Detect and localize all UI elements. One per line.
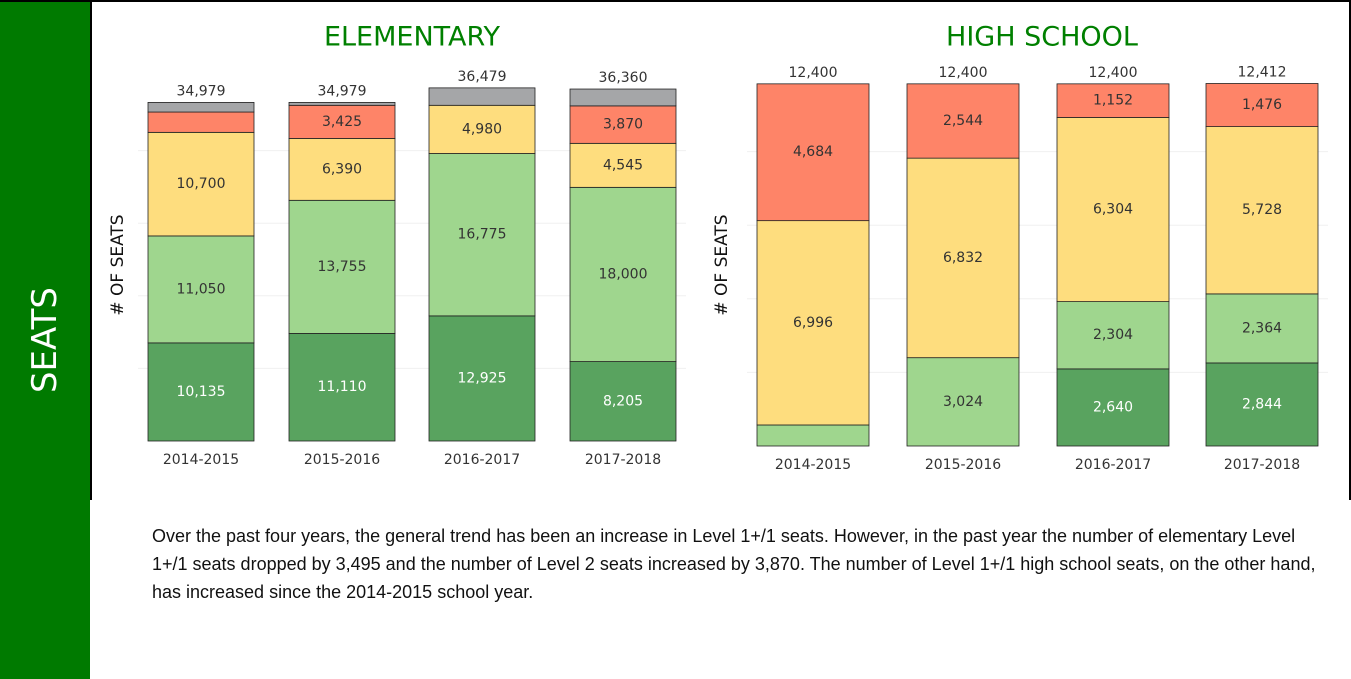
total-label: 36,360: [599, 70, 648, 86]
value-label: 2,304: [1093, 327, 1133, 343]
bar-segment: [1205, 126, 1319, 295]
value-label: 2,364: [1242, 320, 1282, 336]
value-label: 6,304: [1093, 202, 1133, 218]
value-label: 11,050: [177, 281, 226, 297]
value-label: 1,476: [1242, 97, 1282, 113]
chart-title: HIGH SCHOOL: [946, 22, 1138, 53]
bar-segment: [288, 199, 396, 334]
value-label: 13,755: [318, 259, 367, 275]
bar-segment: [428, 315, 536, 442]
bar-segment: [288, 102, 396, 106]
value-label: 3,024: [943, 394, 983, 410]
bar-segment: [569, 142, 677, 188]
value-label: 6,832: [943, 250, 983, 266]
bar-segment: [1205, 83, 1319, 127]
bar-segment: [756, 424, 870, 447]
bar-segment: [1056, 83, 1170, 118]
bar-segment: [1056, 368, 1170, 447]
bar-segment: [1056, 117, 1170, 303]
y-axis-label: # OF SEATS: [712, 214, 732, 315]
bar-segment: [906, 357, 1020, 447]
bar-segment: [147, 235, 255, 344]
x-tick-label: 2014-2015: [775, 457, 851, 473]
bar-segment: [428, 104, 536, 154]
bar-segment: [1205, 362, 1319, 447]
bar-segment: [288, 333, 396, 442]
value-label: 3,870: [603, 117, 643, 133]
total-label: 12,400: [789, 65, 838, 81]
bar-segment: [1205, 293, 1319, 364]
x-tick-label: 2015-2016: [925, 457, 1001, 473]
value-label: 3,425: [322, 114, 362, 130]
paragraph: Over the past four years, the general tr…: [152, 526, 1316, 602]
sidebar: SEATS: [0, 0, 90, 679]
total-label: 34,979: [177, 83, 226, 99]
bar-segment: [288, 104, 396, 139]
value-label: 2,640: [1093, 399, 1133, 415]
value-label: 6,390: [322, 161, 362, 177]
bar-segment: [1056, 301, 1170, 370]
value-label: 1,152: [1093, 93, 1133, 109]
charts: ELEMENTARY # OF SEATS 10,135 11,050 10,700 34…: [0, 0, 1351, 500]
x-tick-label: 2016-2017: [444, 452, 520, 468]
bar-segment: [428, 87, 536, 106]
value-label: 18,000: [599, 266, 648, 282]
total-label: 34,979: [318, 83, 367, 99]
bar-segment: [756, 83, 870, 222]
value-label: 2,544: [943, 113, 983, 129]
y-axis-label: # OF SEATS: [108, 214, 128, 315]
value-label: 4,545: [603, 157, 643, 173]
value-label: 10,700: [177, 176, 226, 192]
bar-segment: [569, 88, 677, 107]
total-label: 36,479: [458, 69, 507, 85]
bar-segment: [569, 186, 677, 362]
total-label: 12,400: [939, 65, 988, 81]
value-label: 16,775: [458, 227, 507, 243]
value-label: 11,110: [318, 379, 367, 395]
bar-segment: [756, 220, 870, 426]
total-label: 12,400: [1089, 65, 1138, 81]
value-label: 2,844: [1242, 396, 1282, 412]
bar-segment: [569, 361, 677, 442]
bar-segment: [147, 102, 255, 113]
bar-segment: [288, 138, 396, 201]
x-tick-label: 2017-2018: [1224, 457, 1300, 473]
x-tick-label: 2015-2016: [304, 452, 380, 468]
total-label: 12,412: [1238, 64, 1287, 80]
bar-segment: [906, 83, 1020, 159]
chart-title: ELEMENTARY: [324, 22, 501, 53]
value-label: 6,996: [793, 315, 833, 331]
value-label: 4,684: [793, 144, 833, 160]
value-label: 5,728: [1242, 202, 1282, 218]
value-label: 12,925: [458, 370, 507, 386]
bar-segment: [906, 157, 1020, 359]
value-label: 4,980: [462, 121, 502, 137]
x-tick-label: 2014-2015: [163, 452, 239, 468]
x-tick-label: 2016-2017: [1075, 457, 1151, 473]
x-tick-label: 2017-2018: [585, 452, 661, 468]
bar-segment: [428, 153, 536, 317]
bar-segment: [147, 111, 255, 133]
value-label: 10,135: [177, 384, 226, 400]
bar-segment: [147, 131, 255, 237]
value-label: 8,205: [603, 393, 643, 409]
